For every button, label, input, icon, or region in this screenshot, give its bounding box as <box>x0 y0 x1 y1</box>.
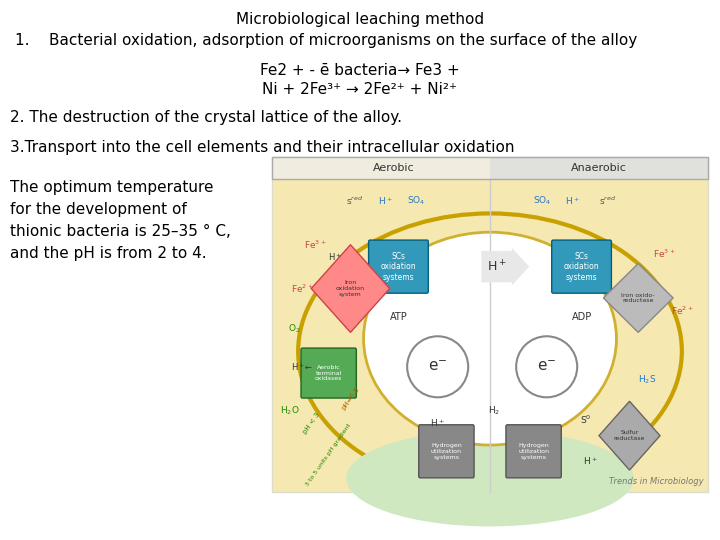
Polygon shape <box>311 245 390 332</box>
Text: s$^{red}$: s$^{red}$ <box>599 195 616 207</box>
Text: e$^{-}$: e$^{-}$ <box>537 359 557 374</box>
Text: SCs
oxidation
systems: SCs oxidation systems <box>381 252 416 281</box>
Circle shape <box>408 336 468 397</box>
Text: for the development of: for the development of <box>10 202 186 217</box>
Text: Sulfur
reductase: Sulfur reductase <box>614 430 645 441</box>
Text: H$^+$: H$^+$ <box>431 417 445 429</box>
Text: and the pH is from 2 to 4.: and the pH is from 2 to 4. <box>10 246 207 261</box>
Text: Fe$^{2+}$: Fe$^{2+}$ <box>670 304 693 316</box>
Text: pH < 3: pH < 3 <box>302 411 320 435</box>
Text: Aerobic: Aerobic <box>373 163 415 173</box>
Text: SO$_4$: SO$_4$ <box>533 194 552 207</box>
Text: Ni + 2Fe³⁺ → 2Fe²⁺ + Ni²⁺: Ni + 2Fe³⁺ → 2Fe²⁺ + Ni²⁺ <box>263 82 457 97</box>
Text: H$^+$: H$^+$ <box>487 259 506 274</box>
Text: Iron
oxidation
system: Iron oxidation system <box>336 280 365 297</box>
Ellipse shape <box>364 232 616 445</box>
Text: Fe$^{2+}$: Fe$^{2+}$ <box>291 282 314 295</box>
Bar <box>272 157 708 179</box>
Text: pH=6.5: pH=6.5 <box>341 386 361 411</box>
Text: 2. The destruction of the crystal lattice of the alloy.: 2. The destruction of the crystal lattic… <box>10 110 402 125</box>
Polygon shape <box>599 401 660 470</box>
Ellipse shape <box>346 430 634 526</box>
Text: s$^{red}$: s$^{red}$ <box>346 195 364 207</box>
Text: 3 to 5 units pH gradient: 3 to 5 units pH gradient <box>305 422 352 487</box>
Text: H$^+$: H$^+$ <box>378 195 392 207</box>
FancyBboxPatch shape <box>369 240 428 293</box>
Text: Aerobic
terminal
oxidases: Aerobic terminal oxidases <box>315 364 343 381</box>
Text: Hydrogen
utilization
systems: Hydrogen utilization systems <box>518 443 549 460</box>
Bar <box>272 157 708 492</box>
Ellipse shape <box>298 213 682 489</box>
Text: H$_2$S: H$_2$S <box>638 373 656 386</box>
Text: SO$_4$: SO$_4$ <box>407 194 425 207</box>
Text: 3.Transport into the cell elements and their intracellular oxidation: 3.Transport into the cell elements and t… <box>10 140 515 155</box>
Text: S$^0$: S$^0$ <box>580 414 592 426</box>
FancyArrow shape <box>481 248 529 286</box>
Text: H$_2$O: H$_2$O <box>279 404 300 417</box>
Text: H$^+$←: H$^+$← <box>292 361 314 373</box>
Text: Fe$^{3+}$: Fe$^{3+}$ <box>305 239 327 251</box>
Text: Iron oxido-
reductase: Iron oxido- reductase <box>621 293 655 303</box>
Text: e$^{-}$: e$^{-}$ <box>428 359 447 374</box>
Text: Hydrogen
utilization
systems: Hydrogen utilization systems <box>431 443 462 460</box>
Bar <box>272 157 490 179</box>
Text: H$^+$: H$^+$ <box>565 195 580 207</box>
Text: H$^+$: H$^+$ <box>583 455 598 467</box>
Text: H$^+$: H$^+$ <box>328 252 342 263</box>
Text: Trends in Microbiology: Trends in Microbiology <box>609 477 704 486</box>
FancyBboxPatch shape <box>301 348 356 398</box>
Bar <box>490 157 708 179</box>
Text: ADP: ADP <box>572 312 592 322</box>
FancyBboxPatch shape <box>419 425 474 478</box>
FancyBboxPatch shape <box>552 240 611 293</box>
FancyBboxPatch shape <box>506 425 562 478</box>
Polygon shape <box>603 264 673 332</box>
Text: thionic bacteria is 25–35 ° C,: thionic bacteria is 25–35 ° C, <box>10 224 231 239</box>
Text: H$_2$: H$_2$ <box>488 404 500 417</box>
Text: The optimum temperature: The optimum temperature <box>10 180 214 195</box>
Text: Anaerobic: Anaerobic <box>571 163 627 173</box>
Text: ATP: ATP <box>390 312 408 322</box>
Text: 1.    Bacterial oxidation, adsorption of microorganisms on the surface of the al: 1. Bacterial oxidation, adsorption of mi… <box>15 33 637 48</box>
Text: Fe$^{3+}$: Fe$^{3+}$ <box>653 248 676 260</box>
Circle shape <box>516 336 577 397</box>
Text: SCs
oxidation
systems: SCs oxidation systems <box>564 252 599 281</box>
Text: Microbiological leaching method: Microbiological leaching method <box>236 12 484 27</box>
Text: O$_2$: O$_2$ <box>287 323 300 335</box>
Text: Fe2 + - ē bacteria→ Fe3 +: Fe2 + - ē bacteria→ Fe3 + <box>260 63 460 78</box>
